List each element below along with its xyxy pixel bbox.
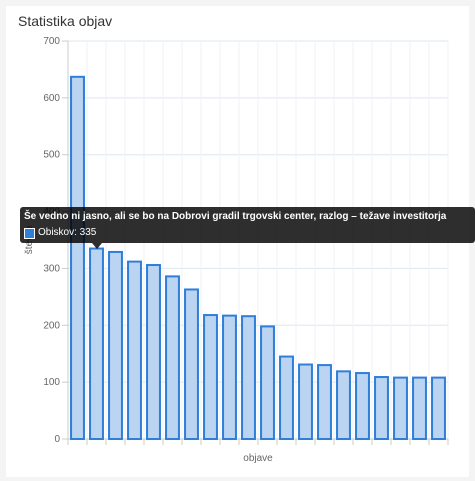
bar <box>108 250 123 440</box>
y-tick-label: 0 <box>54 434 60 445</box>
tooltip-row: Obiskov: 335 <box>24 226 471 240</box>
bar <box>222 314 237 440</box>
y-tick-label: 300 <box>43 263 60 274</box>
bar <box>89 247 104 440</box>
chart-title: Statistika objav <box>18 13 113 29</box>
bar <box>412 376 427 441</box>
y-tick-label: 600 <box>43 93 60 104</box>
y-tick-label: 100 <box>43 377 60 388</box>
bar <box>165 275 180 441</box>
bar <box>146 264 161 441</box>
bar <box>70 75 85 440</box>
y-tick-label: 200 <box>43 320 60 331</box>
tooltip-title: Še vedno ni jasno, ali se bo na Dobrovi … <box>24 211 447 222</box>
tooltip: Še vedno ni jasno, ali se bo na Dobrovi … <box>20 207 475 243</box>
bar <box>431 376 446 441</box>
tooltip-caret <box>92 243 102 249</box>
bar <box>393 376 408 441</box>
tooltip-label: Obiskov: 335 <box>38 227 97 238</box>
bar <box>298 363 313 441</box>
bar <box>241 315 256 440</box>
bar <box>260 325 275 440</box>
y-tick-label: 700 <box>43 36 60 47</box>
bar <box>184 288 199 441</box>
tooltip-color-swatch <box>24 227 35 239</box>
bar <box>374 376 389 441</box>
bar <box>355 372 370 440</box>
bar <box>279 355 294 440</box>
bar <box>203 314 218 440</box>
x-axis-title: objave <box>243 453 273 464</box>
bar <box>127 260 142 440</box>
bar <box>317 364 332 441</box>
y-tick-label: 500 <box>43 150 60 161</box>
bar <box>336 370 351 440</box>
